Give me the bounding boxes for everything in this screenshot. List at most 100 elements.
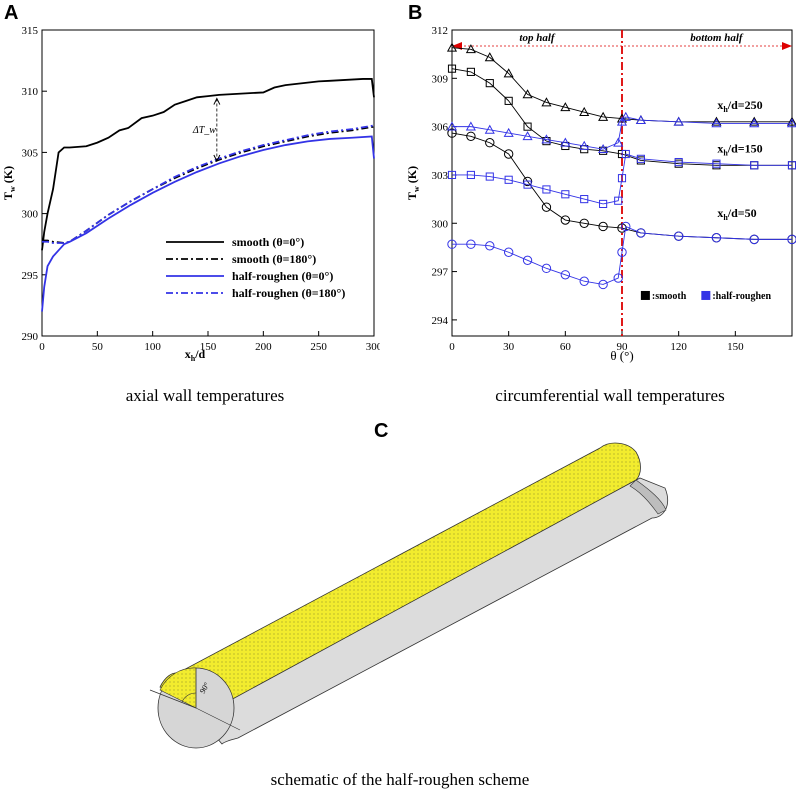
series-6-point (447, 239, 457, 249)
series-6-point (613, 273, 623, 283)
panel-a-letter: A (4, 2, 19, 24)
series-5-point (599, 199, 608, 209)
top-half-label: top half (519, 32, 555, 44)
series-6-point (560, 270, 571, 280)
series-5-point (750, 161, 759, 170)
angle-arc (181, 692, 197, 703)
series-4-point (579, 140, 590, 150)
series-4-point (616, 116, 628, 126)
curve-label-3: xh/d=50 (717, 206, 756, 222)
series-4-point (786, 118, 796, 128)
series-6-point (673, 231, 684, 241)
smooth-half-surface (194, 477, 669, 745)
series-4-point (446, 121, 458, 131)
y-tick-label: 312 (432, 25, 449, 37)
series-line-2 (42, 125, 375, 244)
series-2-point (485, 79, 494, 88)
series-1-point (503, 68, 514, 78)
series-3-point (503, 149, 514, 159)
series-4-point (673, 116, 684, 126)
x-tick-label: 30 (503, 341, 515, 353)
series-3-point (598, 221, 608, 232)
series-3-point (485, 138, 495, 148)
series-6-point (541, 263, 552, 274)
y-tick-label: 300 (22, 209, 39, 221)
series-4-point (711, 118, 722, 128)
y-tick-label: 295 (22, 270, 39, 282)
series-4-point (522, 131, 533, 141)
series-6-point (503, 247, 514, 257)
series-1-point (484, 52, 495, 62)
legend-swatch-2 (701, 290, 711, 300)
y-axis-label: Tw (K) (1, 166, 17, 200)
series-1-point (786, 116, 796, 126)
y-tick-label: 305 (22, 147, 39, 159)
legend-label-2: smooth (θ=180°) (232, 252, 316, 266)
series-1-point (560, 102, 571, 112)
series-1-point (446, 42, 458, 52)
x-tick-label: 0 (39, 341, 45, 353)
series-1-point (522, 89, 533, 99)
series-5-point (466, 170, 475, 180)
legend-label-4: half-roughen (θ=180°) (232, 286, 345, 300)
series-1-point (711, 116, 722, 126)
series-line-3 (41, 135, 375, 312)
series-2-point (447, 64, 457, 73)
rough-half-surface (159, 442, 641, 709)
series-line-4 (452, 116, 792, 150)
x-tick-label: 150 (727, 341, 744, 353)
circumferential-temperature-chart: 0 30 60 90 120 150 294 297 300 303 306 309 312 θ (°) T… (405, 25, 796, 363)
series-6-point (522, 255, 533, 266)
far-end-cap (629, 479, 667, 515)
series-5-point (621, 149, 630, 159)
front-cap-rough-quadrant (159, 667, 197, 709)
series-6-point (749, 234, 759, 245)
x-tick-label: 0 (449, 341, 455, 353)
series-6-point (466, 239, 476, 249)
series-5-point (636, 154, 645, 163)
x-tick-label: 50 (92, 341, 104, 353)
legend-label-3: half-roughen (θ=0°) (232, 269, 333, 283)
series-5-point (617, 174, 627, 183)
x-tick-label: 60 (560, 341, 572, 353)
y-tick-label: 297 (432, 267, 449, 279)
series-3-point (579, 218, 589, 228)
y-tick-label: 303 (432, 170, 449, 182)
x-tick-label: 100 (144, 341, 161, 353)
series-line-4 (42, 124, 375, 244)
y-tick-label: 309 (432, 73, 449, 85)
series-5-point (485, 172, 494, 181)
series-line-5 (452, 153, 792, 205)
series-6-point (621, 221, 631, 232)
series-5-point (561, 190, 570, 199)
series-6-point (485, 241, 495, 251)
series-4-point (620, 111, 631, 121)
series-4-point (635, 114, 646, 125)
series-4-point (465, 121, 476, 131)
y-axis-label: Tw (K) (405, 166, 421, 200)
series-3-point (560, 215, 571, 225)
x-tick-label: 250 (310, 341, 327, 353)
series-3-point (447, 128, 457, 138)
series-6-point (787, 234, 796, 245)
x-tick-label: 90 (617, 341, 629, 353)
y-tick-label: 290 (22, 331, 39, 343)
x-axis-label: θ (°) (610, 348, 633, 363)
panel-c-caption: schematic of the half-roughen scheme (270, 770, 530, 789)
y-tick-label: 315 (22, 25, 39, 37)
series-line-1 (451, 47, 792, 123)
panel-a-caption: axial wall temperatures (125, 386, 285, 405)
legend-label-2: :half-roughen (712, 291, 771, 302)
angle-line-2 (195, 707, 241, 731)
delta-arrow-head-bottom (213, 154, 221, 163)
series-4-point (598, 143, 609, 154)
series-5-point (504, 175, 513, 184)
curve-label-1: xh/d=250 (717, 98, 762, 114)
legend-label-1: :smooth (652, 291, 687, 302)
series-6-point (711, 233, 722, 243)
series-line-1 (41, 78, 375, 251)
series-6-point (617, 247, 627, 257)
series-1-point (465, 44, 476, 54)
series-line-6 (452, 225, 792, 285)
series-6-point (598, 279, 608, 290)
